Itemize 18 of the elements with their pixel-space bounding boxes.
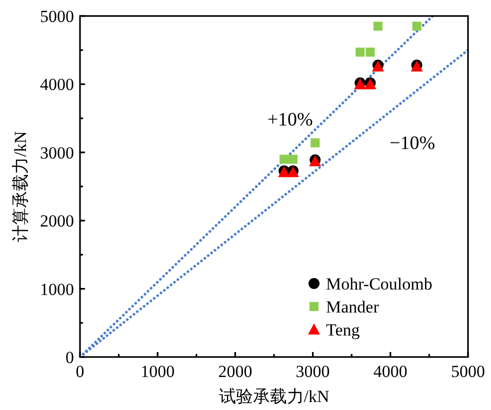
y-tick-label: 4000 [40, 75, 74, 94]
y-tick-label: 2000 [40, 212, 74, 231]
x-tick-label: 3000 [296, 362, 330, 381]
x-tick-label: 2000 [218, 362, 252, 381]
x-tick-label: 4000 [373, 362, 408, 381]
legend-label: Mander [326, 298, 380, 316]
x-axis-title: 试验承载力/kN [218, 387, 330, 406]
y-axis-title: 计算承载力/kN [11, 131, 30, 242]
y-tick-label: 3000 [40, 143, 74, 162]
series-label: +10% [267, 109, 314, 130]
legend-label: Teng [326, 320, 360, 340]
series-label: −10% [390, 133, 436, 154]
y-tick-label: 0 [66, 348, 74, 367]
x-tick-label: 1000 [140, 362, 175, 381]
legend-label: Mohr-Coulomb [326, 274, 432, 294]
y-tick-label: 5000 [40, 7, 74, 26]
x-tick-label: 5000 [451, 362, 485, 381]
y-tick-label: 1000 [40, 280, 74, 299]
